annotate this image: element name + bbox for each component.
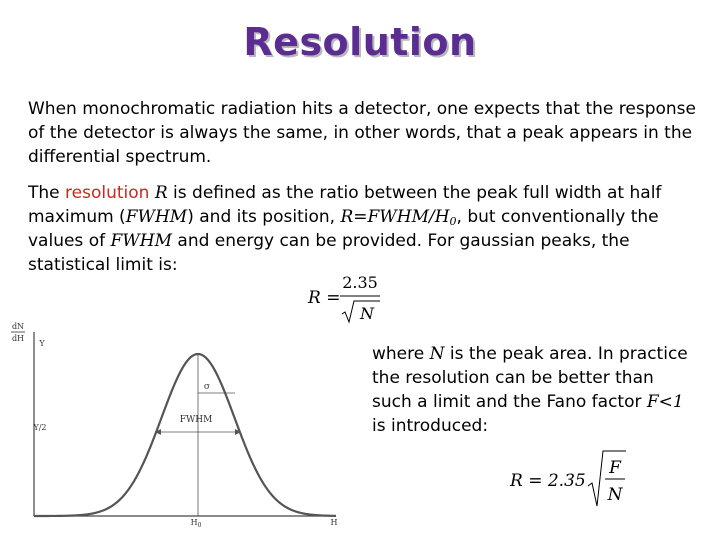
formula-lhs: R = [307,288,340,308]
y-max-label: Y [38,339,45,348]
formula-lhs: R = 2.35 [509,471,586,491]
math-n: N [429,344,445,364]
text-run: and energy can be provided. For gaussian… [28,231,630,275]
text-run: The [28,183,66,203]
y-axis-label-denominator: dH [12,334,24,343]
statistical-limit-formula: R = 2.35 N [307,273,380,324]
math-fano-condition: F<1 [646,392,684,412]
text-run: is the peak area. In practice the resolu… [372,344,688,412]
sqrt-sign [341,300,380,324]
math-fwhm: FWHM [125,207,188,227]
fwhm-arrowhead-left [155,429,161,435]
peak-position-subscript: 0 [198,522,202,528]
y-axis-label-numerator: dN [12,322,24,331]
fano-paragraph: where N is the peak area. In practice th… [372,342,692,438]
fano-formula: R = 2.35 F N [509,450,626,507]
math-subscript: 0 [449,215,457,228]
fwhm-arrowhead-right [235,429,241,435]
text-run: is introduced: [372,416,489,436]
text-run: , but conventionally the values of [28,207,659,251]
y-half-label: Y/2 [32,423,46,432]
sqrt-sign [587,450,626,507]
text-run: is defined as the ratio between the peak… [28,183,662,227]
formula-numerator: F [608,458,622,478]
intro-paragraph: When monochromatic radiation hits a dete… [28,99,696,167]
resolution-term: resolution [65,183,150,203]
peak-position-label: H0 [191,518,202,528]
resolution-definition-paragraph: The resolution R is defined as the ratio… [28,181,698,277]
math-r: R [154,183,168,203]
page-title: Resolution [243,20,477,64]
gaussian-curve [34,352,337,518]
fwhm-label: FWHM [180,415,213,425]
math-fwhm: FWHM [110,231,173,251]
formula-denominator: N [607,485,624,505]
text-run: ) and its position, [187,207,341,227]
formula-numerator: 2.35 [342,273,378,292]
text-run: where [372,344,430,364]
gaussian-peak-diagram: dN dH Y Y/2 σ FWHM H0 H [11,322,338,528]
formula-radicand: N [359,304,375,323]
peak-position-symbol: H [191,518,198,527]
sigma-label: σ [204,382,210,392]
x-axis-label: H [331,518,338,527]
math-r-definition: R=FWHM/H [340,207,450,227]
